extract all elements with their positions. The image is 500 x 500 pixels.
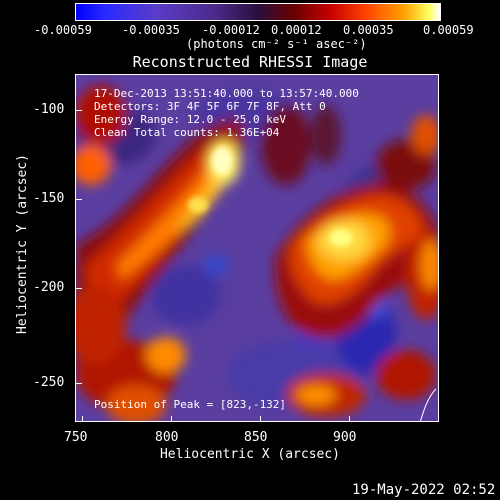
y-tick-mark [76,383,82,384]
x-tick-mark [349,416,350,422]
y-tick-label: -250 [33,375,65,390]
footer-timestamp: 19-May-2022 02:52 [352,482,496,498]
colorbar-tick-label: -0.00035 [122,23,180,37]
y-axis-label: Heliocentric Y (arcsec) [15,153,30,334]
rhessi-image [75,74,439,422]
x-axis-label: Heliocentric X (arcsec) [159,447,340,462]
x-tick-mark [82,416,83,422]
annotation-clean: Clean Total counts: 1.36E+04 [94,126,280,139]
colorbar [75,3,441,21]
y-tick-mark [76,199,82,200]
y-tick-label: -150 [33,191,65,206]
annotation-energy: Energy Range: 12.0 - 25.0 keV [94,113,287,126]
x-tick-label: 750 [64,430,88,445]
y-tick-mark [76,110,82,111]
colorbar-tick-label: 0.00035 [343,23,394,37]
annotation-detectors: Detectors: 3F 4F 5F 6F 7F 8F, Att 0 [94,100,326,113]
colorbar-tick-label: -0.00012 [202,23,260,37]
colorbar-tick-label: -0.00059 [34,23,92,37]
y-tick-mark [76,288,82,289]
x-tick-mark [260,416,261,422]
plot-title: Reconstructed RHESSI Image [132,53,368,71]
colorbar-tick-label: 0.00059 [423,23,474,37]
y-tick-label: -100 [33,102,65,117]
colorbar-tick-label: 0.00012 [271,23,322,37]
x-tick-label: 800 [155,430,179,445]
annotation-peak: Position of Peak = [823,-132] [94,398,287,411]
colorbar-unit-label: (photons cm⁻² s⁻¹ asec⁻²) [186,37,367,51]
x-tick-label: 900 [333,430,357,445]
x-tick-mark [171,416,172,422]
x-tick-label: 850 [244,430,268,445]
y-tick-label: -200 [33,280,65,295]
annotation-time-range: 17-Dec-2013 13:51:40.000 to 13:57:40.000 [94,87,359,100]
